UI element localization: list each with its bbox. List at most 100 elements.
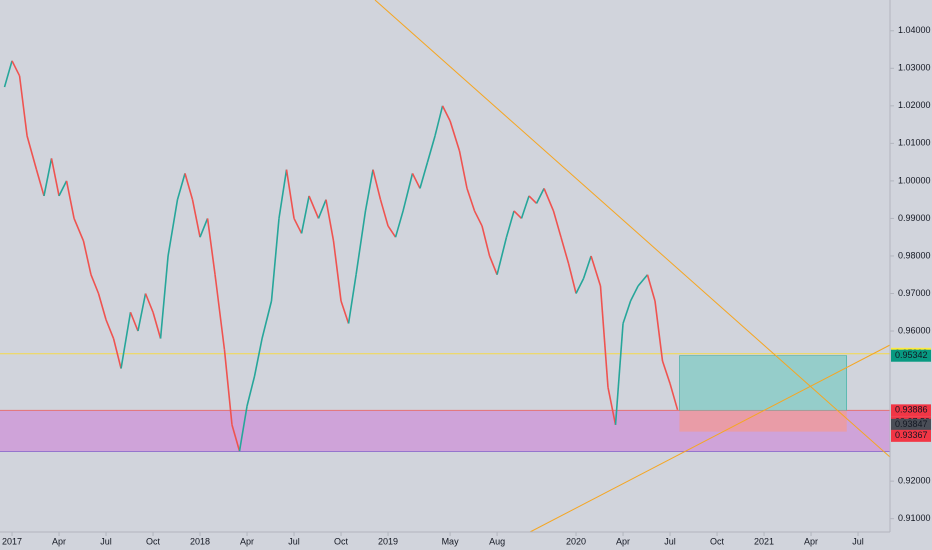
loss-area xyxy=(679,410,847,432)
x-tick-label: Oct xyxy=(146,536,161,546)
price-segment xyxy=(622,300,632,324)
trend-line xyxy=(529,344,891,533)
price-segment xyxy=(308,195,320,219)
price-segment xyxy=(105,319,115,339)
price-segment xyxy=(300,195,310,234)
x-tick-label: Apr xyxy=(240,536,254,546)
price-segment xyxy=(167,199,179,257)
x-tick-label: Jul xyxy=(288,536,300,546)
y-tick-label: 1.04000 xyxy=(898,25,931,35)
price-segment xyxy=(458,150,468,189)
price-segment xyxy=(112,338,122,369)
price-segment xyxy=(434,105,444,137)
price-segment xyxy=(599,285,609,388)
price-segment xyxy=(637,274,649,287)
price-segment xyxy=(206,218,216,275)
price-segment xyxy=(364,169,374,212)
price-label: 0.93886 xyxy=(895,405,928,415)
x-tick-label: Apr xyxy=(616,536,630,546)
price-segment xyxy=(654,300,664,362)
price-label-box xyxy=(891,349,931,362)
price-segment xyxy=(184,173,194,200)
price-segment xyxy=(332,240,342,302)
profit-area xyxy=(679,355,848,411)
price-segment xyxy=(347,274,357,324)
price-segment xyxy=(199,218,209,238)
price-segment xyxy=(505,210,515,238)
price-segment xyxy=(543,188,555,212)
x-tick-label: May xyxy=(442,536,460,546)
price-segment xyxy=(496,237,508,275)
price-segment xyxy=(473,210,483,227)
price-segment xyxy=(590,255,602,287)
price-segment xyxy=(325,199,335,242)
x-tick-label: 2021 xyxy=(754,536,774,546)
price-segment xyxy=(607,387,617,426)
price-segment xyxy=(65,180,75,219)
y-tick-label: 1.00000 xyxy=(898,175,931,185)
price-segment xyxy=(372,169,382,200)
price-label-box xyxy=(891,418,931,431)
price-segment xyxy=(152,312,162,339)
price-segment xyxy=(293,218,303,234)
price-label-box xyxy=(891,429,931,442)
price-segment xyxy=(35,169,45,197)
price-segment xyxy=(582,255,592,279)
price-segment xyxy=(411,173,421,189)
price-segment xyxy=(528,195,538,204)
price-segment xyxy=(419,161,429,189)
price-segment xyxy=(214,274,226,350)
price-segment xyxy=(449,120,461,152)
x-tick-label: Apr xyxy=(804,536,818,546)
price-segment xyxy=(629,285,639,302)
x-tick-label: 2017 xyxy=(2,536,22,546)
price-segment xyxy=(426,135,436,163)
x-tick-label: 2020 xyxy=(566,536,586,546)
price-segment xyxy=(560,236,570,264)
price-segment xyxy=(43,158,53,197)
trend-line xyxy=(374,0,891,458)
price-segment xyxy=(18,75,28,136)
price-segment xyxy=(567,263,577,294)
price-segment xyxy=(270,218,280,302)
price-segment xyxy=(575,278,585,294)
x-tick-label: 2019 xyxy=(378,536,398,546)
price-segment xyxy=(261,300,273,339)
price-segment xyxy=(129,311,139,332)
price-segment xyxy=(231,424,241,452)
price-segment xyxy=(552,210,562,238)
price-segment xyxy=(278,169,288,219)
price-segment xyxy=(379,199,389,227)
price-segment xyxy=(394,210,404,238)
price-segment xyxy=(535,188,545,204)
price-segment xyxy=(402,173,414,212)
price-segment xyxy=(3,60,13,88)
price-segment xyxy=(238,405,248,452)
price-segment xyxy=(159,255,169,339)
y-tick-label: 0.99000 xyxy=(898,213,931,223)
x-tick-label: 2018 xyxy=(190,536,210,546)
x-tick-label: Aug xyxy=(489,536,505,546)
price-segment xyxy=(520,195,530,219)
price-segment xyxy=(73,218,85,242)
price-segment xyxy=(11,60,21,77)
price-label-box xyxy=(891,404,931,417)
price-segment xyxy=(317,199,327,219)
x-tick-label: Apr xyxy=(52,536,66,546)
price-segment xyxy=(669,383,679,411)
price-segment xyxy=(26,135,38,170)
price-segment xyxy=(191,199,201,238)
price-segment xyxy=(246,375,256,407)
x-tick-label: Jul xyxy=(664,536,676,546)
price-segment xyxy=(144,293,154,313)
price-segment xyxy=(120,312,132,369)
price-segment xyxy=(355,210,367,275)
price-segment xyxy=(513,210,523,219)
price-segment xyxy=(488,255,498,276)
y-tick-label: 0.97000 xyxy=(898,288,931,298)
price-segment xyxy=(466,188,476,212)
price-label: 0.95342 xyxy=(895,350,928,360)
y-tick-label: 0.98000 xyxy=(898,250,931,260)
price-segment xyxy=(661,360,671,384)
